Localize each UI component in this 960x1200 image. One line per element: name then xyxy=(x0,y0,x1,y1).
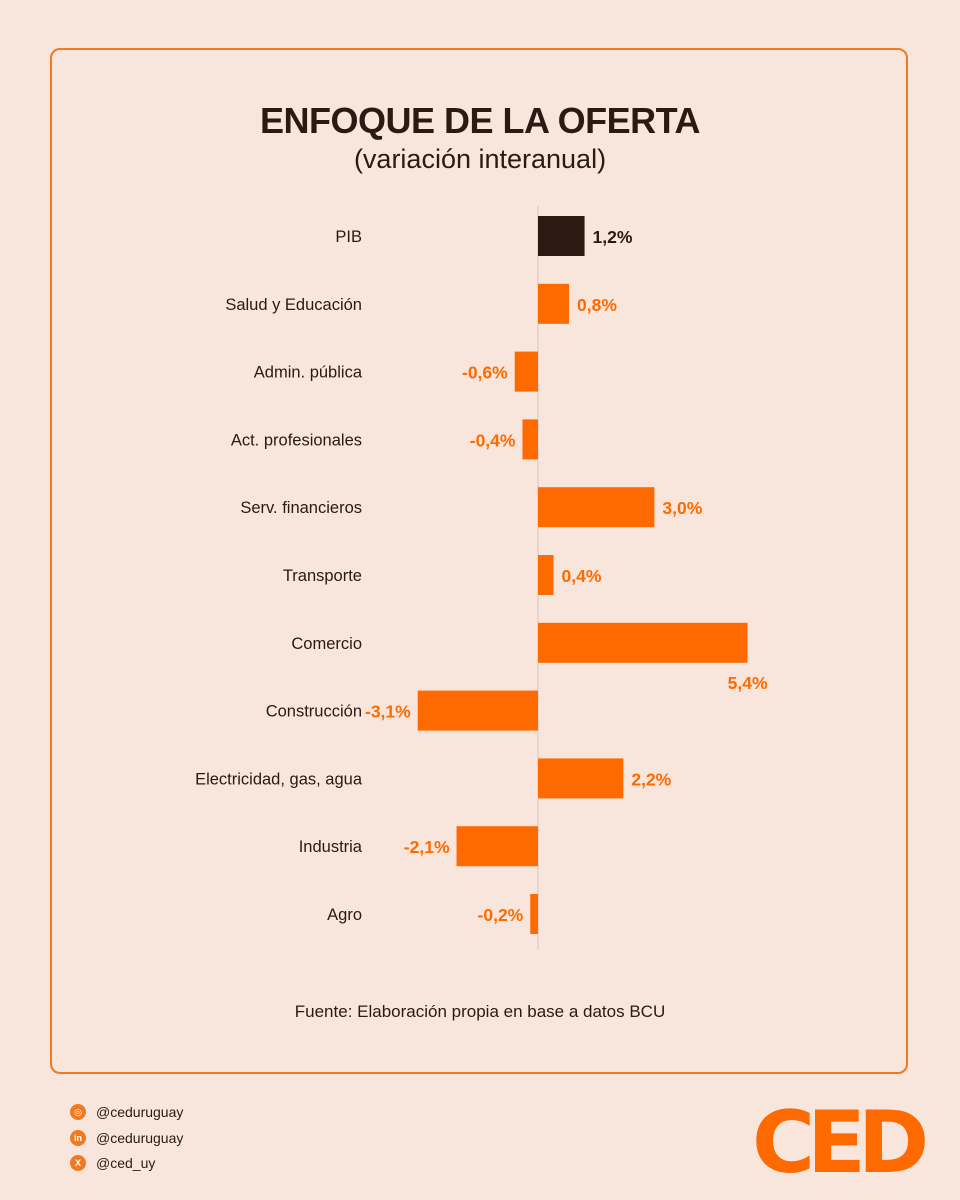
category-label: Agro xyxy=(327,906,362,924)
social-handle: @ceduruguay xyxy=(96,1130,184,1146)
chart-subtitle: (variación interanual) xyxy=(353,144,607,174)
value-label: 3,0% xyxy=(662,498,702,518)
category-label: Electricidad, gas, agua xyxy=(195,770,363,788)
ced-logo: CED xyxy=(752,1093,929,1193)
bar xyxy=(538,622,748,663)
category-label: Salud y Educación xyxy=(225,296,362,314)
x-icon: X xyxy=(70,1155,86,1171)
bar xyxy=(456,826,538,867)
social-handle: @ceduruguay xyxy=(96,1104,184,1120)
value-label: -2,1% xyxy=(404,837,450,857)
bar xyxy=(538,487,655,528)
value-label: -3,1% xyxy=(365,702,411,722)
linkedin-icon: in xyxy=(70,1130,86,1146)
bar xyxy=(514,351,538,392)
category-label: Serv. financieros xyxy=(240,499,362,517)
category-label: Construcción xyxy=(266,703,362,721)
value-label: 2,2% xyxy=(631,769,671,789)
value-label: -0,4% xyxy=(470,430,516,450)
category-label: Comercio xyxy=(291,635,362,653)
bar xyxy=(538,758,624,799)
source-note: Fuente: Elaboración propia en base a dat… xyxy=(294,1002,666,1021)
value-label: 0,4% xyxy=(562,566,602,586)
value-label: 1,2% xyxy=(593,227,633,247)
social-instagram[interactable]: ◎ @ceduruguay xyxy=(70,1104,183,1120)
chart-card xyxy=(50,48,908,1074)
bar xyxy=(522,419,538,460)
bar xyxy=(417,690,538,731)
bar xyxy=(538,216,585,256)
category-label: Transporte xyxy=(283,567,362,585)
chart-title: ENFOQUE DE LA OFERTA xyxy=(260,100,701,141)
bar xyxy=(530,894,538,934)
social-linkedin[interactable]: in @ceduruguay xyxy=(70,1130,183,1146)
category-label: PIB xyxy=(335,228,362,246)
category-label: Industria xyxy=(299,838,363,856)
category-label: Act. profesionales xyxy=(231,431,362,449)
category-label: Admin. pública xyxy=(254,364,363,382)
value-label: -0,2% xyxy=(478,905,524,925)
value-label: 5,4% xyxy=(728,673,768,693)
bar xyxy=(538,555,554,595)
social-handle: @ced_uy xyxy=(96,1155,156,1171)
social-x[interactable]: X @ced_uy xyxy=(70,1155,155,1171)
value-label: 0,8% xyxy=(577,295,617,315)
value-label: -0,6% xyxy=(462,363,508,383)
instagram-icon: ◎ xyxy=(70,1104,86,1120)
bar xyxy=(538,283,570,324)
